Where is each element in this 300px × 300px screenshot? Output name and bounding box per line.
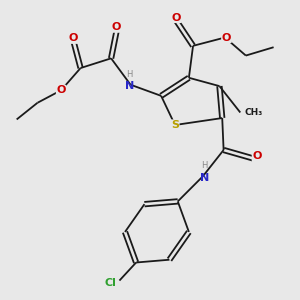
Text: H: H	[201, 161, 207, 170]
Text: N: N	[124, 81, 134, 91]
Text: CH₃: CH₃	[244, 108, 263, 117]
Text: N: N	[200, 173, 209, 183]
Text: O: O	[112, 22, 122, 32]
Text: Cl: Cl	[105, 278, 117, 288]
Text: O: O	[252, 151, 262, 161]
Text: H: H	[126, 70, 132, 79]
Text: O: O	[222, 32, 231, 43]
Text: S: S	[171, 120, 179, 130]
Text: O: O	[56, 85, 66, 95]
Text: O: O	[69, 33, 78, 43]
Text: O: O	[172, 13, 181, 22]
